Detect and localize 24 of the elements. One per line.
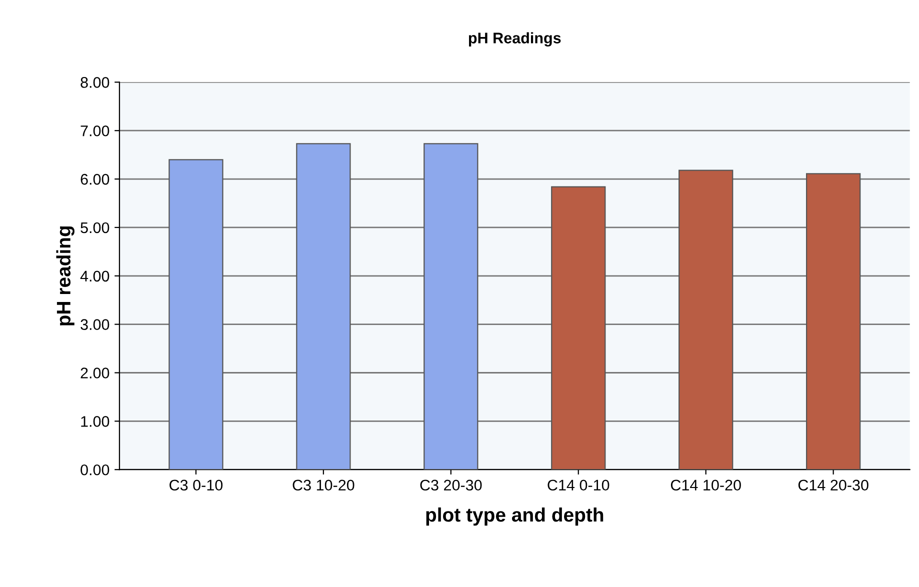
- y-tick-label: 6.00: [80, 174, 110, 185]
- bar: [806, 173, 861, 470]
- bar: [551, 186, 606, 470]
- y-tick-label: 3.00: [80, 319, 110, 330]
- y-tick-label: 1.00: [81, 416, 110, 427]
- bar: [678, 170, 734, 470]
- x-tick-label: C3 20-30: [420, 480, 482, 491]
- bar: [424, 143, 478, 470]
- x-tick-label: C3 10-20: [292, 480, 354, 491]
- chart-title: pH Readings: [468, 32, 561, 47]
- bar: [168, 159, 224, 470]
- y-tick-label: 8.00: [80, 77, 110, 88]
- x-axis-title: plot type and depth: [426, 507, 604, 526]
- y-tick-label: 0.00: [80, 464, 110, 476]
- y-tick-label: 5.00: [80, 222, 110, 234]
- x-tick-label: C14 0-10: [548, 480, 610, 491]
- bar: [296, 143, 351, 470]
- x-tick-label: C3 0-10: [170, 480, 223, 491]
- y-tick-label: 4.00: [80, 270, 110, 282]
- y-tick-label: 2.00: [80, 368, 110, 378]
- x-tick-label: C14 10-20: [670, 480, 741, 491]
- y-tick-label: 7.00: [80, 125, 110, 136]
- y-axis-title: pH reading: [56, 226, 74, 326]
- x-tick-label: C14 20-30: [798, 480, 868, 491]
